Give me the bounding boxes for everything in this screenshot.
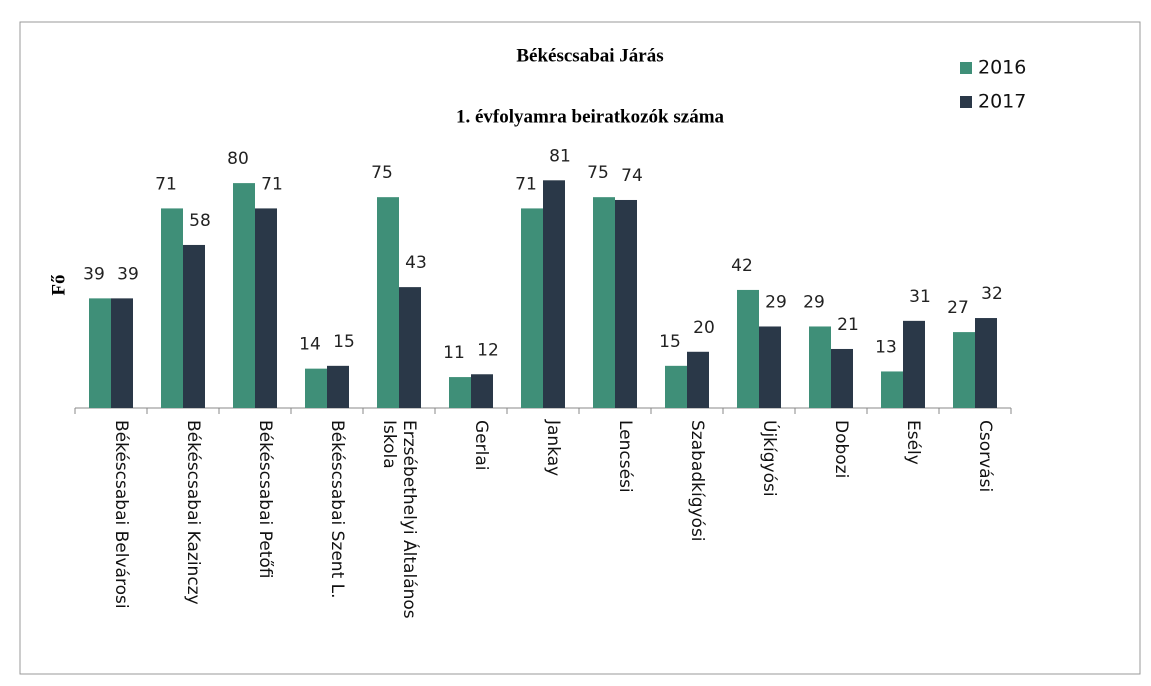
bar [305, 368, 327, 408]
data-label: 71 [155, 174, 177, 194]
chart-subtitle: 1. évfolyamra beiratkozók száma [456, 106, 725, 127]
data-label: 32 [981, 284, 1003, 304]
bar [89, 298, 111, 408]
data-label: 58 [189, 211, 211, 231]
x-tick-label: Gerlai [471, 420, 491, 471]
bar [665, 365, 687, 408]
x-tick-label: Újkígyósi [759, 420, 779, 497]
bar [903, 320, 925, 408]
x-tick-label: Lencsési [615, 420, 635, 493]
data-label: 15 [333, 332, 355, 352]
bar [161, 208, 183, 408]
data-label: 80 [227, 149, 249, 169]
data-label: 20 [693, 318, 715, 338]
bar [521, 208, 543, 408]
bar [399, 287, 421, 408]
bar [737, 289, 759, 408]
bar [809, 326, 831, 408]
frame [19, 21, 1141, 675]
bar [449, 377, 471, 408]
bar [233, 183, 255, 408]
data-label: 29 [765, 292, 787, 312]
x-tick-label: Szabadkígyósi [687, 420, 707, 542]
data-label: 39 [83, 264, 105, 284]
bar [111, 298, 133, 408]
x-tick-label: Csorvási [975, 420, 995, 493]
data-label: 43 [405, 253, 427, 273]
bar [593, 197, 615, 408]
legend-label: 2017 [978, 91, 1026, 113]
data-label: 71 [515, 174, 537, 194]
legend-swatch [960, 62, 972, 74]
legend-label: 2016 [978, 57, 1026, 79]
data-label: 81 [549, 146, 571, 166]
bar [687, 351, 709, 408]
x-tick-label: Erzsébethelyi Általános Iskola [379, 420, 419, 619]
x-tick-label: Dobozi [831, 420, 851, 479]
data-label: 29 [803, 292, 825, 312]
data-label: 21 [837, 315, 859, 335]
data-label: 15 [659, 332, 681, 352]
data-label: 27 [947, 298, 969, 318]
data-label: 71 [261, 174, 283, 194]
data-label: 31 [909, 287, 931, 307]
chart-title: Békéscsabai Járás [516, 45, 663, 66]
bar [881, 371, 903, 408]
x-tick-label: Békéscsabai Szent L. [327, 420, 347, 599]
data-label: 11 [443, 343, 465, 363]
data-label: 74 [621, 166, 643, 186]
bar [831, 348, 853, 408]
data-label: 42 [731, 256, 753, 276]
bar [953, 332, 975, 408]
x-tick-label: Jankay [543, 420, 563, 477]
bar [615, 199, 637, 408]
bar [327, 365, 349, 408]
x-tick-label: Békéscsabai Kazinczy [183, 420, 203, 605]
x-tick-label: Békéscsabai Petőfi [255, 420, 275, 579]
x-tick-label: Békéscsabai Belvárosi [111, 420, 131, 609]
bar [183, 244, 205, 408]
data-label: 75 [371, 163, 393, 183]
data-label: 13 [875, 337, 897, 357]
y-axis-label: Fő [48, 274, 69, 295]
bar [377, 197, 399, 408]
data-label: 39 [117, 264, 139, 284]
bar [543, 180, 565, 408]
legend-swatch [960, 96, 972, 108]
bar [255, 208, 277, 408]
data-label: 75 [587, 163, 609, 183]
bar [471, 374, 493, 408]
bar [975, 318, 997, 408]
data-label: 12 [477, 340, 499, 360]
data-label: 14 [299, 335, 321, 355]
bar [759, 326, 781, 408]
x-tick-label: Esély [903, 420, 923, 465]
